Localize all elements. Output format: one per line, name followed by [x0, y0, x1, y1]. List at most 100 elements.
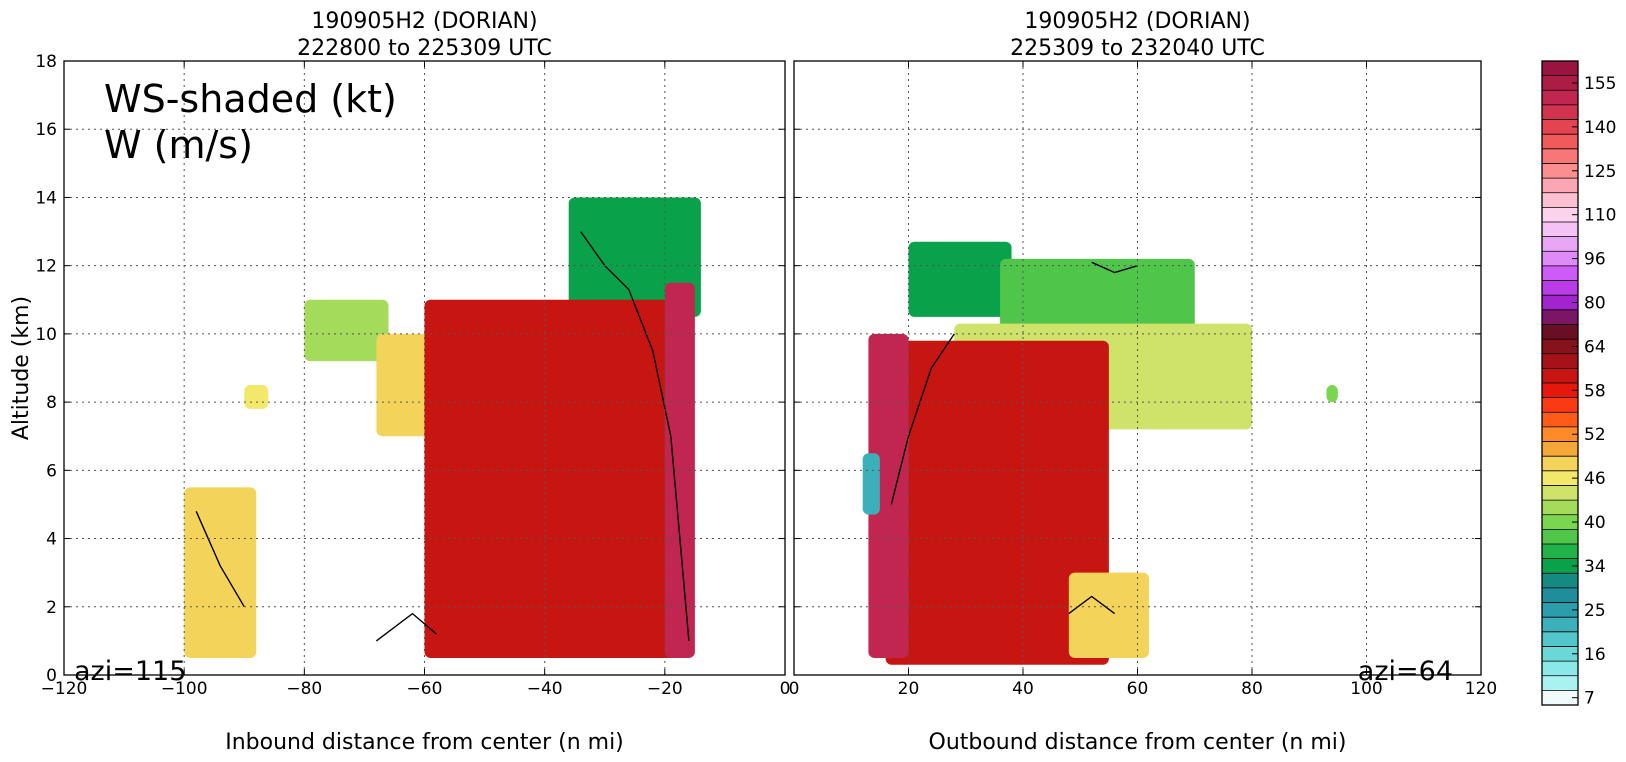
colorbar-swatch: [1542, 104, 1578, 121]
x-tick-label: 60: [1127, 679, 1149, 699]
y-tick-label: 18: [35, 52, 57, 72]
x-tick-label: 0: [789, 679, 800, 699]
ws-region-outer-anvil: [304, 299, 389, 362]
x-tick-label: −100: [161, 679, 208, 699]
colorbar-swatch: [1542, 251, 1578, 267]
colorbar-swatch: [1542, 134, 1578, 150]
colorbar-swatch: [1542, 295, 1578, 311]
ws-region-lower-red: [1068, 572, 1149, 658]
x-tick-label: −60: [407, 679, 443, 699]
colorbar-tick-label: 7: [1584, 689, 1595, 709]
colorbar-swatch: [1542, 441, 1578, 457]
w-contour-3: [1091, 261, 1138, 274]
x-tick-label: 80: [1241, 679, 1263, 699]
wind-speed-field: [862, 241, 1338, 665]
colorbar-tick-label: 52: [1584, 425, 1606, 445]
y-tick-label: 0: [46, 666, 57, 686]
x-tick-label: −120: [41, 679, 88, 699]
colorbar-swatch: [1542, 470, 1578, 486]
colorbar-swatch: [1542, 529, 1578, 545]
y-tick-label: 10: [35, 325, 57, 345]
ws-region-upper-green: [908, 241, 1012, 317]
x-tick-label: −40: [527, 679, 563, 699]
x-axis-label: Outbound distance from center (n mi): [929, 730, 1347, 755]
colorbar-tick-label: 140: [1584, 118, 1616, 138]
colorbar-swatch: [1542, 587, 1578, 604]
w-contour-2: [195, 511, 245, 608]
colorbar-swatch: [1542, 236, 1578, 252]
colorbar-swatch: [1542, 602, 1578, 618]
colorbar-tick-label: 96: [1584, 250, 1606, 270]
annotation-w: W (m/s): [104, 123, 253, 167]
y-axis-label: Altitude (km): [9, 296, 34, 440]
azimuth-label: azi=115: [74, 656, 186, 687]
colorbar-swatch: [1542, 675, 1578, 691]
chart-title-line1: 190905H2 (DORIAN): [311, 9, 537, 34]
colorbar-swatch: [1542, 75, 1578, 91]
colorbar-swatch: [1542, 90, 1578, 106]
y-tick-label: 12: [35, 257, 57, 277]
wind-speed-field: [184, 197, 701, 658]
azimuth-label: azi=64: [1358, 656, 1453, 687]
x-tick-label: 20: [898, 679, 920, 699]
y-tick-label: 16: [35, 120, 57, 140]
colorbar-tick-label: 125: [1584, 162, 1616, 182]
colorbar-swatch: [1542, 456, 1578, 472]
x-axis-label: Inbound distance from center (n mi): [225, 730, 624, 755]
colorbar-tick-label: 58: [1584, 381, 1606, 401]
colorbar-swatch: [1542, 485, 1578, 501]
x-tick-label: −20: [647, 679, 683, 699]
ws-region-eyewall-body: [424, 299, 677, 658]
w-contour-3: [375, 612, 437, 642]
colorbar-tick-label: 34: [1584, 557, 1606, 577]
ws-region-eyewall-body: [885, 340, 1109, 665]
w-contour-2: [1068, 595, 1116, 615]
colorbar-swatch: [1542, 573, 1578, 589]
ws-region-eyewall-edge: [664, 282, 695, 658]
colorbar-swatch: [1542, 280, 1578, 296]
colorbar-swatch: [1542, 426, 1578, 443]
colorbar-swatch: [1542, 148, 1578, 164]
panel-1: −120 −100 −80 −60 −40 −20 0 0 2 4 6 8 10 12 14 16 18 1909…: [9, 9, 790, 755]
ws-region-outer-blob: [244, 385, 269, 409]
grid: [794, 61, 1481, 675]
colorbar-swatch: [1542, 353, 1578, 369]
ws-region-rainband: [184, 487, 257, 658]
grid: [64, 61, 785, 675]
colorbar-swatch: [1542, 631, 1578, 647]
colorbar-swatch: [1542, 265, 1578, 282]
colorbar-swatch: [1542, 178, 1578, 194]
colorbar-swatch: [1542, 324, 1578, 340]
colorbar-tick-label: 25: [1584, 601, 1606, 621]
colorbar-swatch: [1542, 309, 1578, 325]
colorbar-swatch: [1542, 646, 1578, 662]
colorbar-swatch: [1542, 163, 1578, 179]
x-tick-label: 100: [1350, 679, 1382, 699]
colorbar-swatch: [1542, 617, 1578, 633]
colorbar-swatch: [1542, 207, 1578, 223]
ws-region-outer-blob: [1326, 385, 1338, 403]
colorbar-swatch: [1542, 558, 1578, 574]
colorbar-swatch: [1542, 368, 1578, 384]
colorbar-swatch: [1542, 222, 1578, 238]
colorbar-swatch: [1542, 500, 1578, 516]
colorbar-tick-label: 155: [1584, 74, 1616, 94]
colorbar-tick-label: 16: [1584, 645, 1606, 665]
panel-2: 0 20 40 60 80 100 120 190905H2 (DORIAN)225309 t…: [789, 9, 1498, 755]
chart-title-line2: 225309 to 232040 UTC: [1010, 36, 1265, 61]
colorbar-swatch: [1542, 544, 1578, 560]
colorbar-swatch: [1542, 690, 1578, 706]
ws-region-edge-teal: [862, 453, 880, 515]
colorbar-tick-label: 80: [1584, 294, 1606, 314]
y-tick-label: 2: [46, 598, 57, 618]
ws-region-eyewall-edge: [868, 333, 909, 658]
colorbar-tick-label: 40: [1584, 513, 1606, 533]
y-tick-label: 4: [46, 530, 57, 550]
colorbar-swatch: [1542, 61, 1578, 77]
chart-title-line2: 222800 to 225309 UTC: [297, 36, 552, 61]
x-tick-label: −80: [286, 679, 322, 699]
colorbar-swatch: [1542, 412, 1578, 428]
colorbar-swatch: [1542, 339, 1578, 355]
colorbar-swatch: [1542, 119, 1578, 135]
